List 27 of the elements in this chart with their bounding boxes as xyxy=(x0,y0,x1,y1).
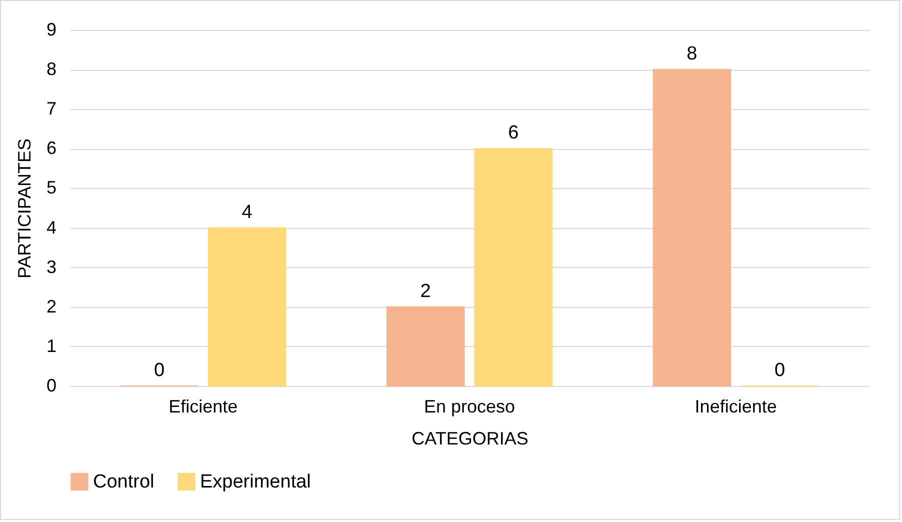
y-tick-label: 4 xyxy=(46,217,56,238)
data-label: 2 xyxy=(420,280,431,302)
y-tick-label: 5 xyxy=(46,178,56,198)
legend-label: Control xyxy=(93,472,154,493)
data-label: 4 xyxy=(242,202,253,223)
x-tick-label: Eficiente xyxy=(168,396,238,416)
y-tick-label: 1 xyxy=(46,336,56,356)
data-label: 0 xyxy=(774,360,786,381)
y-tick-label: 9 xyxy=(46,20,56,40)
bar xyxy=(208,227,286,386)
legend-label: Experimental xyxy=(200,472,311,493)
bar xyxy=(386,306,465,386)
bar xyxy=(474,148,553,386)
data-label: 0 xyxy=(154,360,165,381)
y-tick-label: 7 xyxy=(46,98,56,119)
bar xyxy=(652,69,732,386)
x-tick-label: Ineficiente xyxy=(694,396,777,416)
data-label: 8 xyxy=(686,44,698,65)
y-tick-label: 2 xyxy=(46,296,56,316)
y-tick-label: 8 xyxy=(46,59,56,80)
y-tick-label: 6 xyxy=(46,138,56,158)
x-tick-label: En proceso xyxy=(424,396,516,416)
y-tick-label: 3 xyxy=(46,256,56,277)
data-label: 6 xyxy=(508,122,519,144)
x-axis-title: CATEGORIAS xyxy=(412,428,528,448)
y-tick-label: 0 xyxy=(46,376,56,396)
y-axis-title: PARTICIPANTES xyxy=(14,138,34,279)
